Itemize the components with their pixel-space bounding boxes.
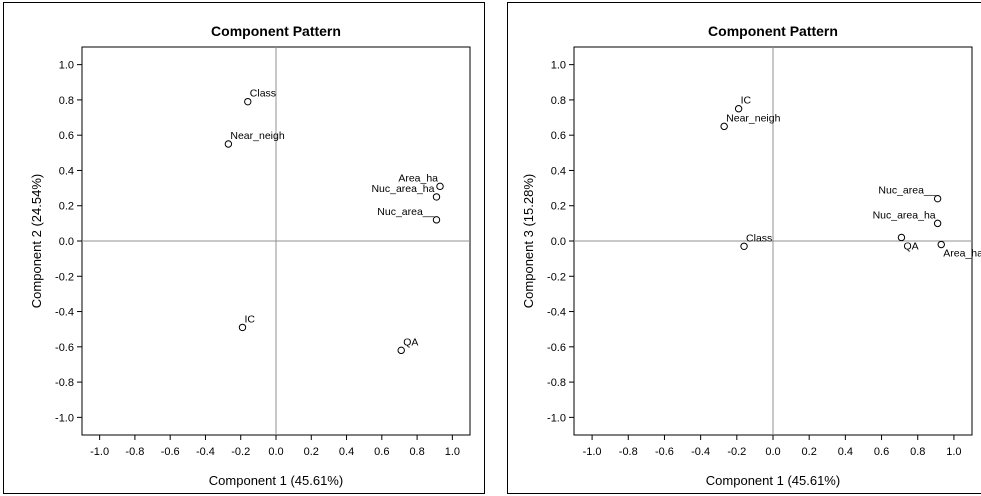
x-tick-label: 0.2 [304, 446, 319, 458]
point-label: Area_ha [943, 248, 981, 260]
point-label: Nuc_area_ha [371, 183, 434, 195]
x-tick-label: 0.6 [374, 446, 389, 458]
y-tick-label: 0.6 [551, 130, 566, 142]
y-tick-label: 0.2 [59, 201, 74, 213]
y-tick-label: 0.0 [59, 236, 74, 248]
y-axis-label: Component 2 (24.54%) [29, 174, 44, 308]
data-point [244, 97, 252, 106]
y-tick-label: 0.4 [59, 165, 74, 177]
data-point [432, 193, 441, 201]
x-tick-label: -0.8 [619, 446, 638, 458]
chart-title: Component Pattern [211, 23, 341, 39]
x-tick-label: 0.0 [765, 446, 780, 458]
x-tick-label: 1.0 [946, 446, 961, 458]
y-tick-label: 0.8 [59, 95, 74, 107]
y-tick-label: -1.0 [547, 412, 566, 424]
x-tick-label: -0.4 [691, 446, 710, 458]
data-point [720, 122, 728, 131]
data-point [734, 105, 743, 113]
chart-panel-right: Component Pattern -1.0 -0.8 -0.6 -0.4 -0.2 0.0… [507, 2, 981, 494]
y-tick-label: -0.8 [547, 377, 566, 389]
y-tick-label: -0.6 [55, 342, 74, 354]
x-tick-label: 0.6 [874, 446, 889, 458]
x-tick-label: -1.0 [90, 446, 109, 458]
point-label: Area_ha [398, 172, 438, 184]
data-point [937, 240, 945, 249]
x-tick-label: -0.8 [125, 446, 144, 458]
chart-panel-left: Component Pattern -1.0 -0.8 -0.6 -0.4 -0.2 0.0… [3, 2, 485, 494]
y-tick-label: -0.4 [547, 307, 566, 319]
x-tick-label: 0.8 [409, 446, 424, 458]
point-label: QA [403, 336, 418, 348]
chart-title: Component Pattern [708, 23, 838, 39]
y-tick-label: 0.6 [59, 130, 74, 142]
y-tick-label: 0.0 [551, 236, 566, 248]
y-tick-label: -0.2 [547, 271, 566, 283]
data-point [740, 242, 748, 250]
y-tick-label: 0.8 [551, 95, 566, 107]
x-axis-label: Component 1 (45.61%) [706, 473, 840, 488]
point-label: Nuc_area__ [377, 206, 434, 218]
data-point [436, 182, 444, 191]
data-point [432, 216, 441, 224]
x-axis-label: Component 1 (45.61%) [209, 473, 343, 488]
x-tick-label: 0.0 [268, 446, 283, 458]
scatter-chart-left: Component Pattern -1.0 -0.8 -0.6 -0.4 -0.2 0.0… [29, 23, 471, 488]
x-tick-label: 0.2 [802, 446, 817, 458]
point-label: Nuc_area__ [878, 185, 935, 197]
y-tick-label: 0.2 [551, 201, 566, 213]
point-label: IC [244, 313, 255, 325]
y-tick-label: 1.0 [59, 60, 74, 72]
y-tick-label: -1.0 [55, 412, 74, 424]
y-tick-label: -0.4 [55, 307, 74, 319]
x-tick-label: -0.6 [161, 446, 180, 458]
y-tick-label: -0.6 [547, 342, 566, 354]
x-tick-label: -1.0 [583, 446, 602, 458]
point-label: Nuc_area_ha [873, 209, 936, 221]
data-point [397, 346, 405, 355]
point-label: QA [903, 240, 918, 252]
x-tick-label: 1.0 [445, 446, 460, 458]
x-tick-label: -0.4 [196, 446, 215, 458]
point-label: Near_neigh [726, 112, 780, 124]
x-tick-label: -0.2 [231, 446, 250, 458]
x-tick-label: -0.6 [655, 446, 674, 458]
point-label: Class [746, 232, 772, 244]
x-tick-label: 0.4 [838, 446, 853, 458]
data-point [238, 323, 247, 332]
point-label: Class [250, 88, 276, 100]
data-point [224, 140, 233, 148]
point-label: IC [741, 95, 752, 107]
y-tick-label: -0.8 [55, 377, 74, 389]
data-point [933, 219, 942, 228]
data-point [897, 233, 906, 242]
y-tick-label: 1.0 [551, 60, 566, 72]
point-label: Near_neigh [230, 130, 284, 142]
x-tick-label: 0.8 [910, 446, 925, 458]
y-tick-label: -0.2 [55, 271, 74, 283]
y-tick-label: 0.4 [551, 165, 566, 177]
x-tick-label: 0.4 [339, 446, 354, 458]
scatter-chart-right: Component Pattern -1.0 -0.8 -0.6 -0.4 -0.2 0.0… [521, 23, 981, 488]
x-tick-label: -0.2 [727, 446, 746, 458]
data-point [933, 194, 942, 203]
y-axis-label: Component 3 (15.28%) [521, 174, 536, 308]
